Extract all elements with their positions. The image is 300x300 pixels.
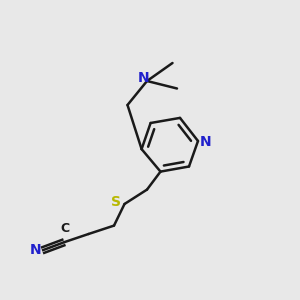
Text: N: N [138,71,150,85]
Text: N: N [200,136,211,149]
Text: N: N [30,244,41,257]
Text: C: C [60,222,69,235]
Text: S: S [111,196,121,209]
